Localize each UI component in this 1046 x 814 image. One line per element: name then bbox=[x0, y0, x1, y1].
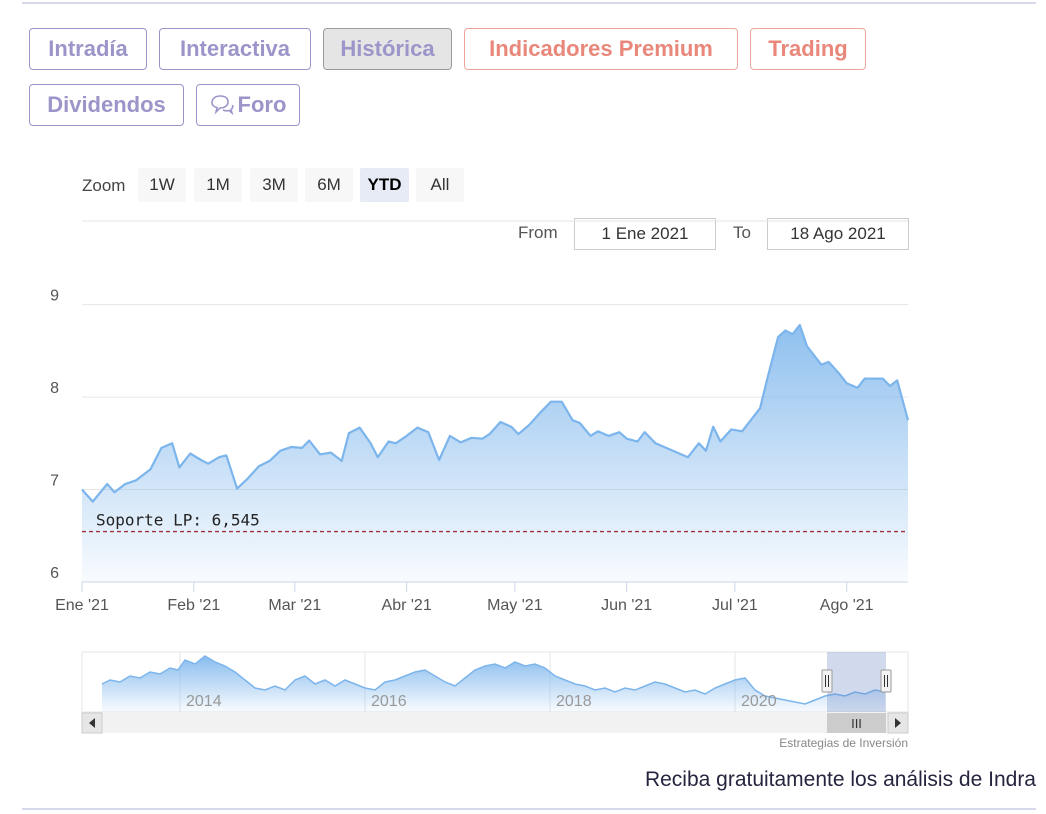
chat-bubbles-icon bbox=[210, 94, 234, 116]
x-tick-label: Ago '21 bbox=[820, 597, 874, 614]
tab-foro[interactable]: Foro bbox=[196, 84, 300, 126]
zoom-3m-button[interactable]: 3M bbox=[250, 168, 298, 202]
navigator-handle-right[interactable] bbox=[880, 669, 892, 693]
range-from-input[interactable]: 1 Ene 2021 bbox=[574, 218, 716, 250]
scrollbar-track[interactable] bbox=[82, 713, 908, 733]
x-tick-label: Jul '21 bbox=[712, 597, 758, 614]
top-divider bbox=[22, 2, 1036, 4]
tab-trading[interactable]: Trading bbox=[750, 28, 866, 70]
tab-intradia[interactable]: Intradía bbox=[29, 28, 147, 70]
navigator-year-label: 2020 bbox=[741, 693, 777, 710]
navigator-year-label: 2016 bbox=[371, 693, 407, 710]
x-tick-label: Feb '21 bbox=[167, 597, 220, 614]
scrollbar-grip-label: III bbox=[851, 716, 862, 731]
navigator-year-label: 2014 bbox=[186, 693, 222, 710]
tab-foro-label: Foro bbox=[237, 92, 287, 117]
scrollbar-thumb[interactable] bbox=[827, 713, 886, 733]
tab-dividendos[interactable]: Dividendos bbox=[29, 84, 184, 126]
range-to-label: To bbox=[733, 223, 751, 242]
bottom-divider bbox=[22, 808, 1036, 810]
support-label: Soporte LP: 6,545 bbox=[96, 511, 260, 530]
zoom-6m-button[interactable]: 6M bbox=[305, 168, 353, 202]
y-tick-label: 7 bbox=[50, 473, 59, 490]
promo-text[interactable]: Reciba gratuitamente los análisis de Ind… bbox=[644, 768, 1036, 791]
zoom-all-button[interactable]: All bbox=[416, 168, 464, 202]
x-tick-label: May '21 bbox=[487, 597, 543, 614]
arrow-left-icon bbox=[89, 718, 95, 728]
zoom-1m-button[interactable]: 1M bbox=[194, 168, 242, 202]
zoom-label: Zoom bbox=[82, 176, 126, 195]
zoom-1w-button[interactable]: 1W bbox=[138, 168, 186, 202]
x-tick-label: Abr '21 bbox=[382, 597, 432, 614]
range-from-label: From bbox=[518, 223, 558, 242]
tab-indicadores-premium[interactable]: Indicadores Premium bbox=[464, 28, 738, 70]
series-area bbox=[82, 325, 908, 582]
x-tick-label: Ene '21 bbox=[55, 597, 109, 614]
navigator-selection bbox=[827, 652, 886, 712]
range-to-input[interactable]: 18 Ago 2021 bbox=[767, 218, 909, 250]
chart-credit[interactable]: Estrategias de Inversión bbox=[779, 736, 908, 750]
navigator-line bbox=[101, 655, 886, 705]
x-tick-label: Mar '21 bbox=[268, 597, 321, 614]
y-tick-label: 6 bbox=[50, 565, 59, 582]
arrow-right-icon bbox=[895, 718, 901, 728]
navigator-handle-left[interactable] bbox=[821, 669, 833, 693]
navigator-year-label: 2018 bbox=[556, 693, 592, 710]
tab-historica[interactable]: Histórica bbox=[323, 28, 452, 70]
y-tick-label: 9 bbox=[50, 288, 59, 305]
zoom-ytd-button[interactable]: YTD bbox=[360, 168, 409, 202]
tab-interactiva[interactable]: Interactiva bbox=[159, 28, 311, 70]
y-tick-label: 8 bbox=[50, 380, 59, 397]
navigator-area bbox=[102, 656, 885, 712]
series-line bbox=[81, 323, 910, 503]
x-tick-label: Jun '21 bbox=[601, 597, 652, 614]
